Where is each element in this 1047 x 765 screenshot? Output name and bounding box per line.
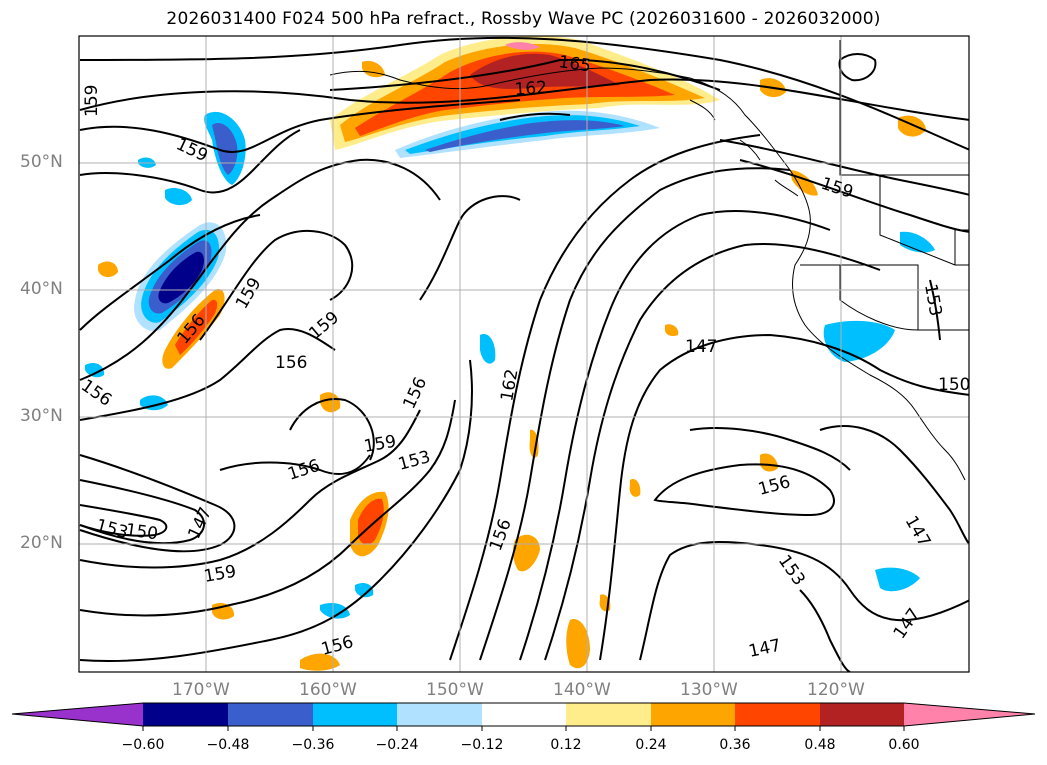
colorbar-segment xyxy=(482,703,566,726)
colorbar-segment xyxy=(566,703,651,726)
contour-label: 156 xyxy=(319,632,356,660)
colorbar-tick: −0.12 xyxy=(460,737,504,753)
colorbar-segment xyxy=(651,703,735,726)
lat-label-20n: 20°N xyxy=(20,533,63,553)
contour-label: 150 xyxy=(938,375,970,395)
colorbar-tick: 0.60 xyxy=(888,737,920,753)
lat-label-50n: 50°N xyxy=(20,152,63,172)
chart-title: 2026031400 F024 500 hPa refract., Rossby… xyxy=(166,9,881,29)
colorbar-extend-low xyxy=(12,703,143,726)
colorbar-tick: 0.48 xyxy=(804,737,836,753)
lon-label-120w: 120°W xyxy=(807,680,865,700)
lon-label-140w: 140°W xyxy=(553,680,611,700)
contour-label: 165 xyxy=(557,52,592,76)
colorbar-segment xyxy=(820,703,904,726)
colorbar-segment xyxy=(143,703,228,726)
lon-label-150w: 150°W xyxy=(426,680,484,700)
contour-label: 147 xyxy=(747,636,783,662)
shading-negative-gulf-alaska xyxy=(395,110,660,158)
colorbar-tick: 0.12 xyxy=(550,737,582,753)
lat-label-40n: 40°N xyxy=(20,279,63,299)
colorbar-extend-high xyxy=(904,703,1035,726)
contour-label: 147 xyxy=(685,337,717,357)
colorbar-tick: 0.24 xyxy=(635,737,667,753)
colorbar-tick: 0.36 xyxy=(719,737,751,753)
contour-label: 159 xyxy=(232,274,266,312)
lon-label-160w: 160°W xyxy=(299,680,357,700)
contour-label: 156 xyxy=(756,472,793,500)
map-frame xyxy=(78,35,970,673)
contour-label: 159 xyxy=(82,85,102,117)
contour-label: 153 xyxy=(774,551,809,589)
contour-label: 147 xyxy=(184,504,216,542)
contour-label: 153 xyxy=(396,447,433,475)
colorbar-tick: −0.36 xyxy=(291,737,335,753)
lat-label-30n: 30°N xyxy=(20,406,63,426)
contour-label: 156 xyxy=(275,353,307,373)
colorbar-tick: −0.60 xyxy=(121,737,165,753)
lon-label-170w: 170°W xyxy=(172,680,230,700)
colorbar-tick: −0.24 xyxy=(375,737,419,753)
contour-label: 159 xyxy=(362,432,397,457)
contour-label: 156 xyxy=(285,456,322,485)
gridlines xyxy=(79,36,969,672)
contour-label: 147 xyxy=(901,513,935,551)
colorbar-tick: −0.48 xyxy=(206,737,250,753)
contour-label: 150 xyxy=(124,520,159,544)
contour-label: 162 xyxy=(497,367,522,402)
colorbar xyxy=(11,702,1036,731)
contour-label: 156 xyxy=(77,376,115,411)
contour-label: 162 xyxy=(514,78,548,100)
contour-label: 153 xyxy=(920,282,945,317)
colorbar-segment xyxy=(735,703,820,726)
colorbar-segment xyxy=(228,703,313,726)
contour-lines xyxy=(79,36,969,672)
colorbar-segment xyxy=(397,703,482,726)
contour-label: 159 xyxy=(818,174,855,203)
lon-label-130w: 130°W xyxy=(680,680,738,700)
contour-label: 159 xyxy=(202,562,237,587)
contour-label: 156 xyxy=(486,516,516,553)
colorbar-segment xyxy=(313,703,397,726)
contour-label: 159 xyxy=(173,134,211,166)
contour-label: 147 xyxy=(890,605,925,643)
contour-label: 159 xyxy=(305,308,343,344)
contour-label: 156 xyxy=(399,374,431,412)
